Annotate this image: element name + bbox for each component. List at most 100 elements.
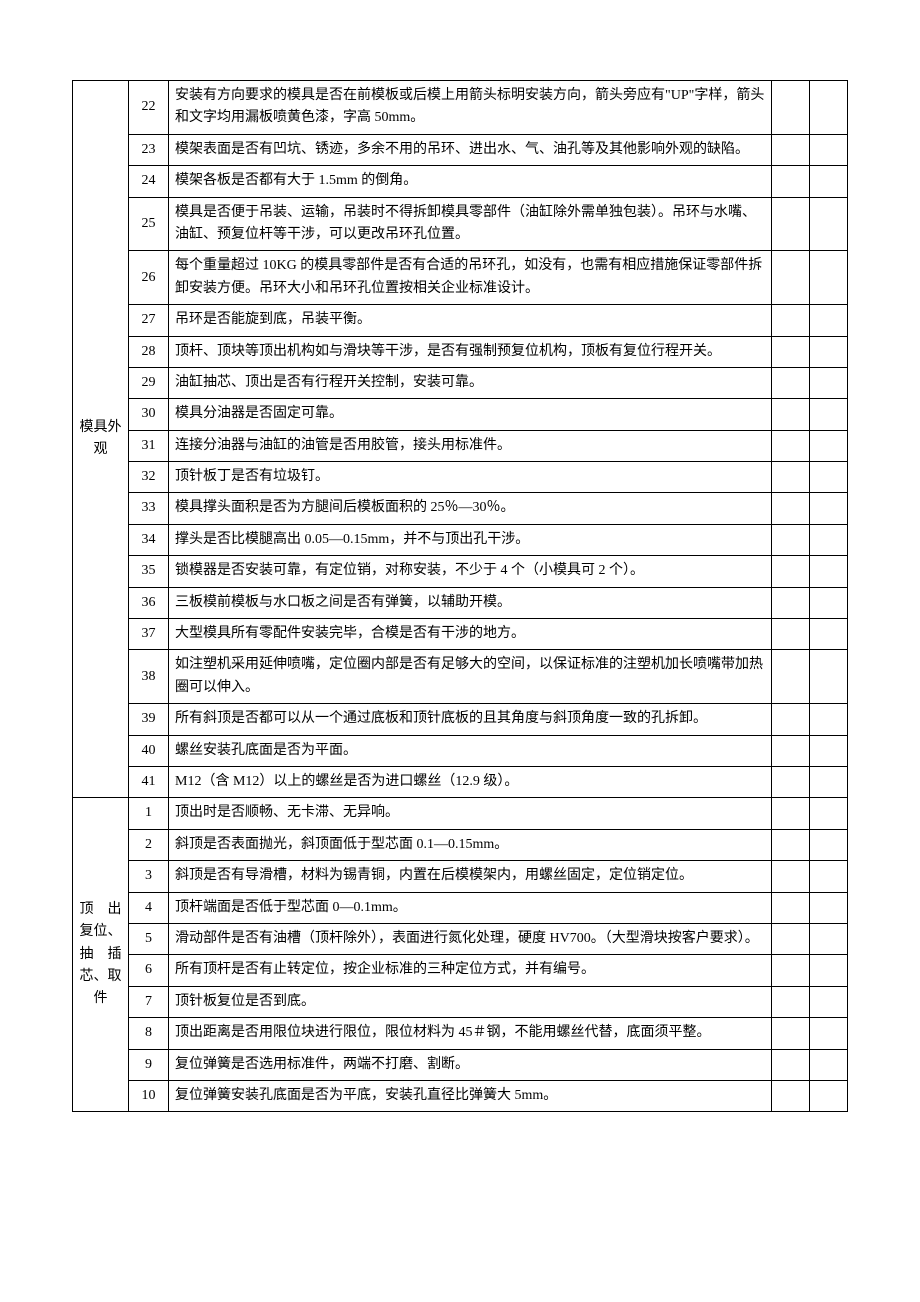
check-cell-1 — [772, 367, 810, 398]
table-row: 26每个重量超过 10KG 的模具零部件是否有合适的吊环孔，如没有，也需有相应措… — [73, 251, 848, 305]
row-number: 34 — [129, 524, 169, 555]
check-cell-2 — [810, 587, 848, 618]
table-row: 25模具是否便于吊装、运输，吊装时不得拆卸模具零部件（油缸除外需单独包装）。吊环… — [73, 197, 848, 251]
row-number: 24 — [129, 166, 169, 197]
row-number: 31 — [129, 430, 169, 461]
row-number: 28 — [129, 336, 169, 367]
check-cell-2 — [810, 829, 848, 860]
check-cell-2 — [810, 336, 848, 367]
check-cell-1 — [772, 955, 810, 986]
check-cell-1 — [772, 587, 810, 618]
check-cell-1 — [772, 829, 810, 860]
row-number: 5 — [129, 923, 169, 954]
check-cell-1 — [772, 923, 810, 954]
row-description: 安装有方向要求的模具是否在前模板或后模上用箭头标明安装方向，箭头旁应有"UP"字… — [169, 81, 772, 135]
check-cell-2 — [810, 524, 848, 555]
row-number: 7 — [129, 986, 169, 1017]
check-cell-2 — [810, 735, 848, 766]
row-description: 模架各板是否都有大于 1.5mm 的倒角。 — [169, 166, 772, 197]
check-cell-2 — [810, 955, 848, 986]
check-cell-2 — [810, 462, 848, 493]
check-cell-1 — [772, 430, 810, 461]
row-number: 36 — [129, 587, 169, 618]
row-number: 35 — [129, 556, 169, 587]
check-cell-2 — [810, 704, 848, 735]
row-description: 顶杆端面是否低于型芯面 0—0.1mm。 — [169, 892, 772, 923]
check-cell-2 — [810, 399, 848, 430]
row-description: 斜顶是否表面抛光，斜顶面低于型芯面 0.1—0.15mm。 — [169, 829, 772, 860]
check-cell-1 — [772, 493, 810, 524]
row-description: 锁模器是否安装可靠，有定位销，对称安装，不少于 4 个（小模具可 2 个）。 — [169, 556, 772, 587]
check-cell-1 — [772, 134, 810, 165]
check-cell-2 — [810, 305, 848, 336]
row-description: 油缸抽芯、顶出是否有行程开关控制，安装可靠。 — [169, 367, 772, 398]
row-description: 滑动部件是否有油槽（顶杆除外），表面进行氮化处理，硬度 HV700。（大型滑块按… — [169, 923, 772, 954]
table-row: 37大型模具所有零配件安装完毕，合模是否有干涉的地方。 — [73, 619, 848, 650]
table-row: 40螺丝安装孔底面是否为平面。 — [73, 735, 848, 766]
category-cell: 模具外观 — [73, 81, 129, 798]
check-cell-1 — [772, 524, 810, 555]
row-description: 如注塑机采用延伸喷嘴，定位圈内部是否有足够大的空间，以保证标准的注塑机加长喷嘴带… — [169, 650, 772, 704]
table-row: 模具外观22安装有方向要求的模具是否在前模板或后模上用箭头标明安装方向，箭头旁应… — [73, 81, 848, 135]
row-description: 顶杆、顶块等顶出机构如与滑块等干涉，是否有强制预复位机构，顶板有复位行程开关。 — [169, 336, 772, 367]
check-cell-2 — [810, 1080, 848, 1111]
row-number: 38 — [129, 650, 169, 704]
check-cell-2 — [810, 986, 848, 1017]
row-description: 连接分油器与油缸的油管是否用胶管，接头用标准件。 — [169, 430, 772, 461]
row-description: 三板模前模板与水口板之间是否有弹簧，以辅助开模。 — [169, 587, 772, 618]
check-cell-2 — [810, 367, 848, 398]
row-description: 模具分油器是否固定可靠。 — [169, 399, 772, 430]
check-cell-2 — [810, 493, 848, 524]
row-description: 模具撑头面积是否为方腿间后模板面积的 25％—30％。 — [169, 493, 772, 524]
row-number: 8 — [129, 1018, 169, 1049]
row-number: 26 — [129, 251, 169, 305]
row-number: 10 — [129, 1080, 169, 1111]
row-description: M12（含 M12）以上的螺丝是否为进口螺丝（12.9 级）。 — [169, 766, 772, 797]
table-row: 39所有斜顶是否都可以从一个通过底板和顶针底板的且其角度与斜顶角度一致的孔拆卸。 — [73, 704, 848, 735]
row-description: 所有斜顶是否都可以从一个通过底板和顶针底板的且其角度与斜顶角度一致的孔拆卸。 — [169, 704, 772, 735]
check-cell-2 — [810, 1049, 848, 1080]
row-description: 斜顶是否有导滑槽，材料为锡青铜，内置在后模模架内，用螺丝固定，定位销定位。 — [169, 861, 772, 892]
check-cell-1 — [772, 336, 810, 367]
check-cell-2 — [810, 766, 848, 797]
row-description: 复位弹簧是否选用标准件，两端不打磨、割断。 — [169, 1049, 772, 1080]
table-row: 30模具分油器是否固定可靠。 — [73, 399, 848, 430]
check-cell-2 — [810, 923, 848, 954]
check-cell-1 — [772, 556, 810, 587]
check-cell-1 — [772, 861, 810, 892]
row-number: 23 — [129, 134, 169, 165]
check-cell-2 — [810, 166, 848, 197]
table-row: 3斜顶是否有导滑槽，材料为锡青铜，内置在后模模架内，用螺丝固定，定位销定位。 — [73, 861, 848, 892]
check-cell-1 — [772, 166, 810, 197]
table-row: 29油缸抽芯、顶出是否有行程开关控制，安装可靠。 — [73, 367, 848, 398]
check-cell-2 — [810, 619, 848, 650]
table-row: 41M12（含 M12）以上的螺丝是否为进口螺丝（12.9 级）。 — [73, 766, 848, 797]
check-cell-1 — [772, 251, 810, 305]
check-cell-2 — [810, 1018, 848, 1049]
table-row: 顶 出复位、抽 插芯、取件1顶出时是否顺畅、无卡滞、无异响。 — [73, 798, 848, 829]
table-row: 33模具撑头面积是否为方腿间后模板面积的 25％—30％。 — [73, 493, 848, 524]
row-description: 每个重量超过 10KG 的模具零部件是否有合适的吊环孔，如没有，也需有相应措施保… — [169, 251, 772, 305]
check-cell-2 — [810, 556, 848, 587]
table-row: 24模架各板是否都有大于 1.5mm 的倒角。 — [73, 166, 848, 197]
check-cell-2 — [810, 81, 848, 135]
table-row: 23模架表面是否有凹坑、锈迹，多余不用的吊环、进出水、气、油孔等及其他影响外观的… — [73, 134, 848, 165]
row-number: 29 — [129, 367, 169, 398]
row-number: 4 — [129, 892, 169, 923]
checklist-table: 模具外观22安装有方向要求的模具是否在前模板或后模上用箭头标明安装方向，箭头旁应… — [72, 80, 848, 1112]
row-number: 30 — [129, 399, 169, 430]
row-number: 9 — [129, 1049, 169, 1080]
check-cell-1 — [772, 892, 810, 923]
check-cell-2 — [810, 134, 848, 165]
check-cell-1 — [772, 81, 810, 135]
check-cell-1 — [772, 650, 810, 704]
check-cell-1 — [772, 1049, 810, 1080]
category-cell: 顶 出复位、抽 插芯、取件 — [73, 798, 129, 1112]
row-description: 顶针板复位是否到底。 — [169, 986, 772, 1017]
check-cell-1 — [772, 1018, 810, 1049]
table-row: 6所有顶杆是否有止转定位，按企业标准的三种定位方式，并有编号。 — [73, 955, 848, 986]
row-number: 1 — [129, 798, 169, 829]
row-description: 复位弹簧安装孔底面是否为平底，安装孔直径比弹簧大 5mm。 — [169, 1080, 772, 1111]
row-number: 25 — [129, 197, 169, 251]
table-row: 5滑动部件是否有油槽（顶杆除外），表面进行氮化处理，硬度 HV700。（大型滑块… — [73, 923, 848, 954]
